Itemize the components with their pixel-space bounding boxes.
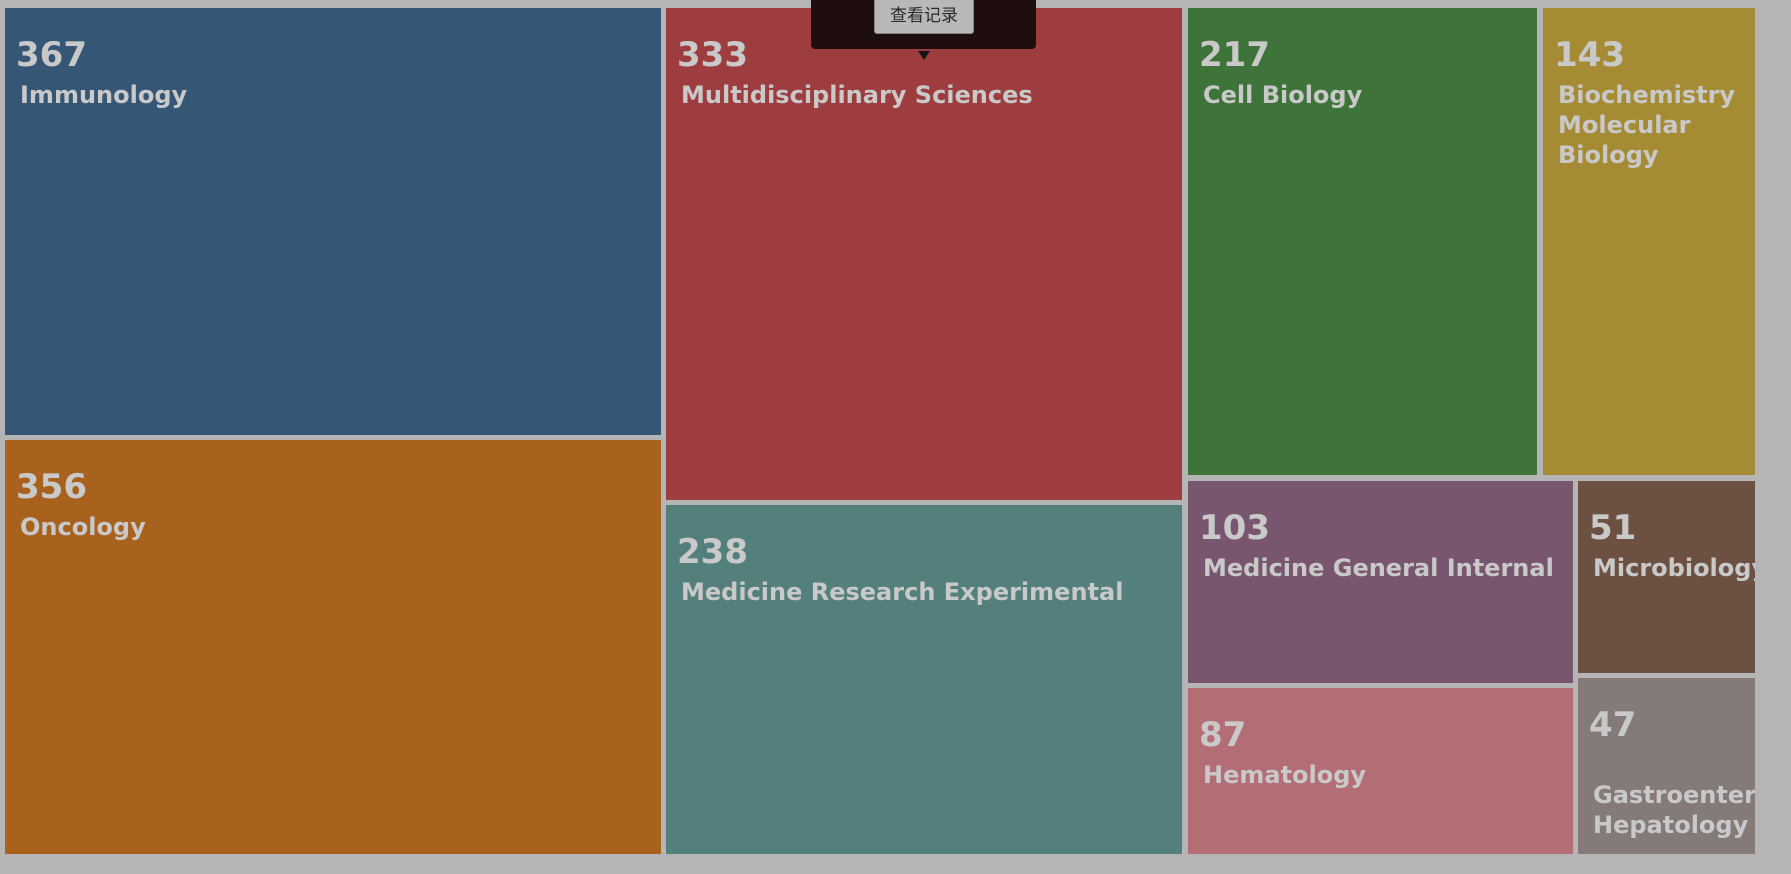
tile-label: Oncology xyxy=(20,513,146,541)
tile-label: Microbiology xyxy=(1593,554,1755,582)
tile-value: 47 xyxy=(1589,705,1637,745)
tile-label: Hematology xyxy=(1203,761,1367,789)
tile-value: 217 xyxy=(1199,35,1270,75)
tile-medicine-research-experimental[interactable]: 238 Medicine Research Experimental xyxy=(666,505,1182,854)
tile-label: Immunology xyxy=(20,81,188,109)
tile-hematology[interactable]: 87 Hematology xyxy=(1188,688,1573,854)
tile-value: 333 xyxy=(677,35,748,75)
tile-multidisciplinary-sciences[interactable]: 333 Multidisciplinary Sciences xyxy=(666,8,1182,500)
tile-value: 103 xyxy=(1199,508,1270,548)
tile-medicine-general-internal[interactable]: 103 Medicine General Internal xyxy=(1188,481,1573,683)
view-records-button[interactable]: 查看记录 xyxy=(874,0,974,34)
tooltip: 查看记录 xyxy=(811,0,1036,49)
tile-label: Gastroenterology Hepatology xyxy=(1593,781,1755,839)
tile-value: 238 xyxy=(677,532,748,572)
tile-oncology[interactable]: 356 Oncology xyxy=(5,440,661,854)
tile-value: 143 xyxy=(1554,35,1625,75)
tile-biochemistry-molecular-biology[interactable]: 143 Biochemistry Molecular Biology xyxy=(1543,8,1755,475)
tile-immunology[interactable]: 367 Immunology xyxy=(5,8,661,435)
tile-label: Multidisciplinary Sciences xyxy=(681,81,1033,109)
tile-label: Medicine Research Experimental xyxy=(681,578,1124,606)
tile-label: Medicine General Internal xyxy=(1203,554,1554,582)
tooltip-arrow-icon xyxy=(918,51,930,60)
tile-microbiology[interactable]: 51 Microbiology xyxy=(1578,481,1755,673)
tile-value: 356 xyxy=(16,467,87,507)
tile-value: 51 xyxy=(1589,508,1637,548)
tile-label: Cell Biology xyxy=(1203,81,1363,109)
tile-value: 367 xyxy=(16,35,87,75)
tile-value: 87 xyxy=(1199,715,1247,755)
tile-cell-biology[interactable]: 217 Cell Biology xyxy=(1188,8,1537,475)
tile-gastroenterology-hepatology[interactable]: 47 Gastroenterology Hepatology xyxy=(1578,678,1755,854)
tile-label: Biochemistry Molecular Biology xyxy=(1558,81,1736,169)
